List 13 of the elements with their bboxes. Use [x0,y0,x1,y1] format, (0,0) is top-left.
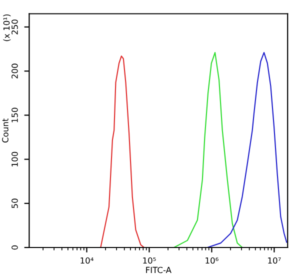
x-tick-label: 10⁶ [206,257,218,264]
y-axis-title: Count [2,118,8,143]
y-tick-label: 100 [12,152,18,166]
y-tick-label: 0 [12,245,18,250]
y-tick-label: 250 [12,20,18,34]
x-tick-label: 10⁷ [268,257,281,264]
text: (x 10¹) [3,14,11,42]
x-tick-label: 10⁵ [143,257,156,264]
x-axis-title: FITC-A [146,266,172,274]
y-tick-label: 50 [12,198,18,208]
y-tick-label: 150 [12,108,18,122]
y-tick-label: 200 [12,64,18,78]
x-tick-label: 10⁴ [80,257,94,264]
